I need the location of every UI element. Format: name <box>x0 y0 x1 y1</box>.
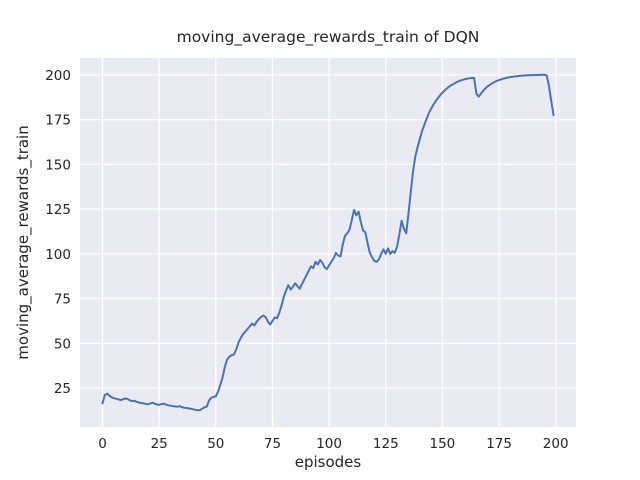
y-tick-label: 75 <box>54 292 71 308</box>
x-tick-label: 150 <box>430 436 456 452</box>
y-tick-label: 125 <box>45 202 71 218</box>
x-tick-label: 100 <box>316 436 342 452</box>
y-tick-labels: 25 50 75 100 125 150 175 200 <box>45 68 71 397</box>
x-tick-label: 25 <box>151 436 168 452</box>
chart-title: moving_average_rewards_train of DQN <box>177 28 480 47</box>
axes-background <box>80 58 576 427</box>
x-tick-label: 200 <box>543 436 569 452</box>
gridlines <box>80 58 576 427</box>
line-series <box>101 73 555 412</box>
x-tick-label: 75 <box>264 436 281 452</box>
y-tick-label: 175 <box>45 113 71 129</box>
x-tick-label: 175 <box>486 436 512 452</box>
y-tick-label: 200 <box>45 68 71 84</box>
y-axis-label: moving_average_rewards_train <box>14 125 33 359</box>
x-tick-label: 50 <box>207 436 224 452</box>
y-tick-label: 50 <box>54 336 71 352</box>
x-tick-labels: 0 25 50 75 100 125 150 175 200 <box>98 436 568 452</box>
x-axis-label: episodes <box>295 453 362 471</box>
y-tick-label: 100 <box>45 247 71 263</box>
x-tick-label: 0 <box>98 436 107 452</box>
x-tick-label: 125 <box>373 436 399 452</box>
y-tick-label: 25 <box>54 381 71 397</box>
y-tick-label: 150 <box>45 157 71 173</box>
